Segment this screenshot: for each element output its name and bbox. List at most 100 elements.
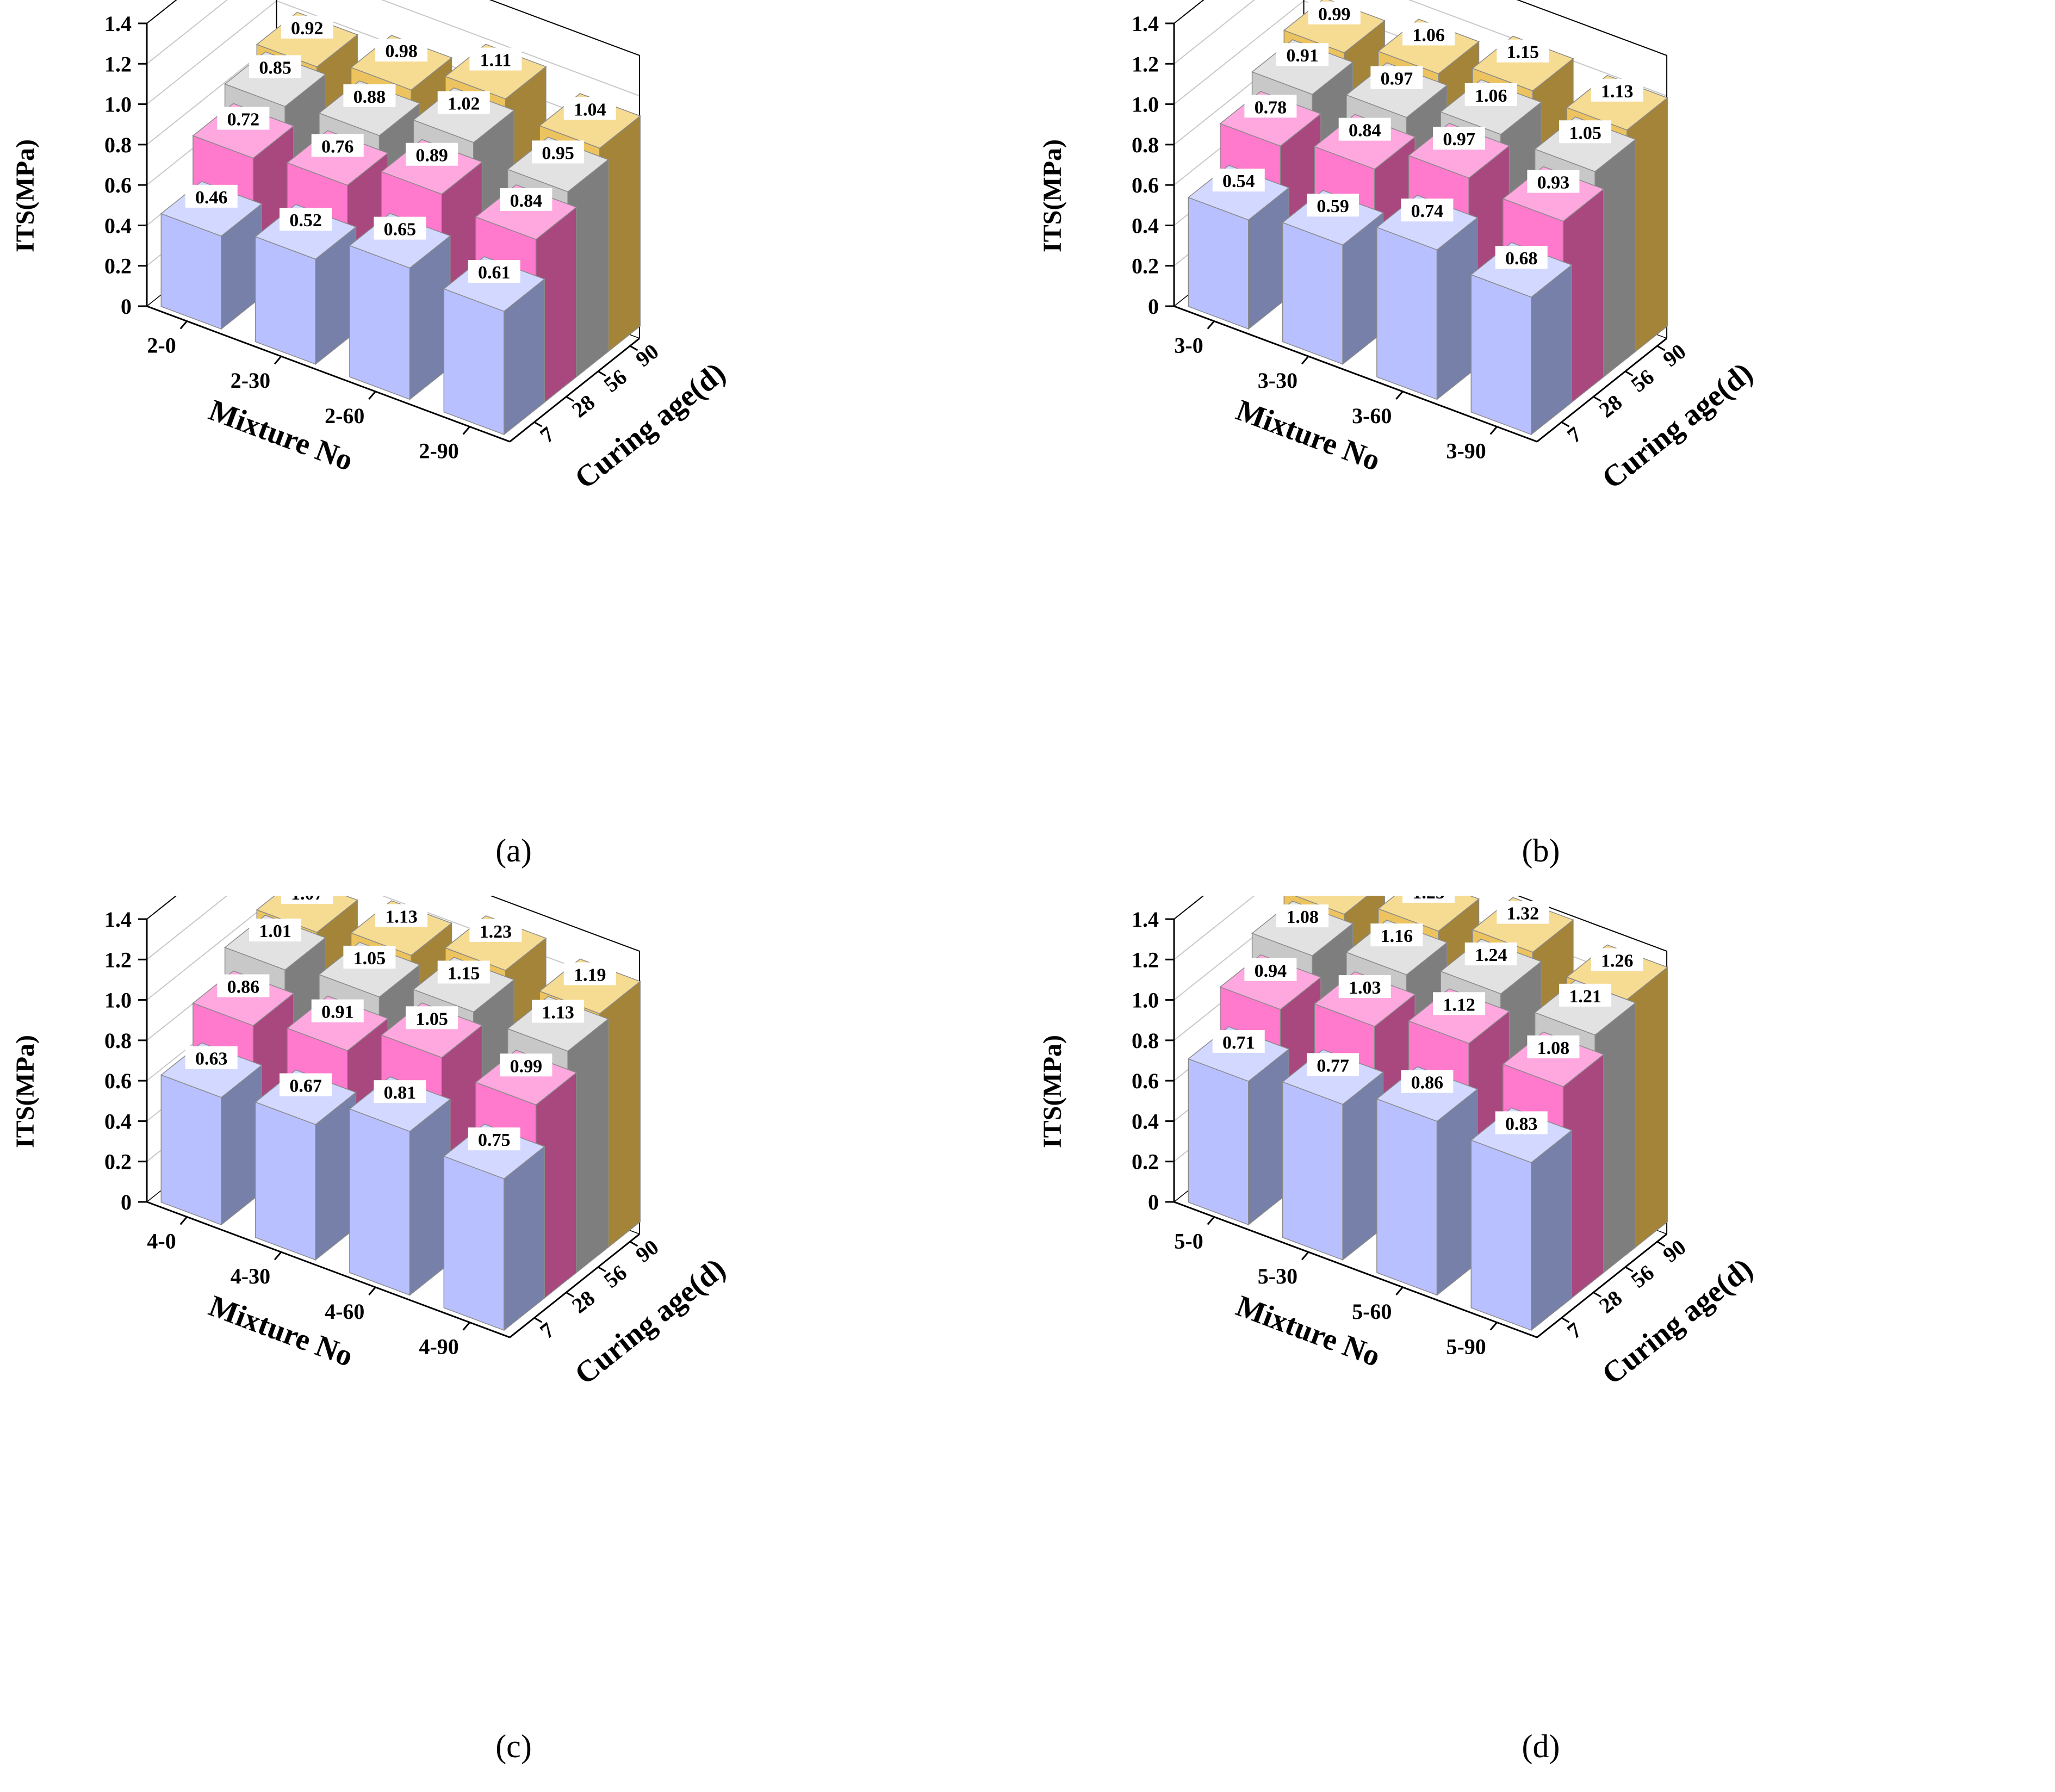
y-tick-label: 0.4 [1132,213,1159,238]
y-axis-title: ITS(MPa) [11,1035,40,1148]
z-tick [598,1266,606,1273]
data-label-bg [1401,199,1454,222]
y-tick-label: 1.4 [104,907,132,932]
data-label: 0.97 [1443,129,1475,150]
data-label: 0.75 [478,1130,511,1150]
data-label: 0.85 [259,58,291,78]
data-label-bg [217,107,270,130]
data-label: 0.52 [289,210,322,231]
data-label-bg [374,216,426,240]
bar-series-7-4-60: 0.81 [349,1076,451,1296]
data-label: 0.84 [510,191,543,211]
y-tick-label: 1.2 [1132,52,1159,76]
data-label: 0.89 [415,146,448,166]
bar-front [443,288,505,435]
data-label-bg [563,97,616,120]
x-tick-label: 3-0 [1174,333,1203,358]
data-label-bg [311,134,364,157]
x-tick-label: 5-0 [1174,1229,1203,1254]
data-label-bg [375,39,428,62]
bar-side [1531,1129,1572,1331]
y-tick-label: 0.6 [1132,173,1159,197]
data-label-bg [437,91,490,114]
chart-svg-d: 0 0.2 0.4 0.6 0.8 1.0 1.2 1.4 ITS(MPa) 1.16 1.25 1.… [1038,896,1759,1391]
bar-series-7-5-0: 0.71 [1187,1026,1290,1226]
x-tick [1301,1251,1309,1261]
side-wall-border [146,896,177,920]
data-label-bg [280,1073,332,1096]
data-label-bg [500,1053,552,1077]
x-tick [462,426,470,435]
data-label: 1.21 [1569,987,1601,1007]
data-label: 1.15 [448,963,480,983]
x-axis-line [1174,305,1538,443]
data-label-bg [468,260,520,283]
z-tick [533,421,543,427]
y-tick-label: 0.8 [104,1028,132,1053]
data-label: 0.46 [195,188,228,208]
data-label: 1.24 [1475,945,1507,965]
z-axis-title: Curing age(d) [568,356,731,496]
y-tick-label: 0.4 [1132,1109,1159,1133]
data-label: 0.88 [353,87,386,107]
data-label-bg [1433,992,1486,1015]
bar-series-7-3-30: 0.59 [1282,190,1385,365]
y-tick-label: 0.8 [104,133,132,157]
data-label: 1.11 [480,51,512,71]
data-label: 0.54 [1222,171,1255,191]
data-label-bg [249,55,302,78]
z-tick-label: 7 [1562,1318,1586,1344]
data-label: 1.13 [1601,82,1634,102]
bar-front [1282,1081,1343,1261]
x-tick [274,1251,282,1261]
bar-front [1188,1058,1249,1225]
data-label: 1.08 [1537,1038,1570,1058]
panel-label-d: (d) [1522,1728,1560,1764]
data-label-bg [1497,39,1549,63]
z-axis-line [1536,1233,1668,1338]
data-label-bg [1402,896,1455,903]
z-tick [598,370,606,377]
z-axis-title: Curing age(d) [1595,356,1759,496]
z-tick [566,396,574,402]
data-label: 1.07 [291,896,324,904]
data-label-bg [1591,948,1643,971]
z-tick-label: 90 [631,339,663,371]
bar-front [349,245,411,400]
chart-panel-c: 00.20.40.60.81.01.21.4ITS(MPa)1.071.131.… [0,896,1027,1791]
data-label: 1.19 [574,965,606,985]
data-label: 1.05 [1569,123,1601,143]
y-tick-label: 0.2 [1132,1150,1159,1174]
data-label: 0.93 [1537,173,1570,193]
data-label-bg [343,84,396,108]
chart-svg-a: 0 0.2 0.4 0.6 0.8 1.0 1.2 1.4 ITS(MPa) 0.92 0.98 1.… [11,0,732,496]
x-tick-label: 4-30 [231,1264,270,1288]
data-label-bg [469,47,522,71]
z-tick [1561,1317,1570,1323]
z-tick-label: 7 [535,422,558,448]
z-tick-label: 56 [599,364,631,397]
z-tick [533,1317,543,1323]
side-wall-border [146,0,177,24]
data-label-bg [1495,1111,1548,1134]
z-axis-line [509,337,641,443]
data-label: 1.32 [1507,904,1539,924]
data-label: 1.01 [259,921,291,941]
bar-series-7-2-60: 0.65 [349,213,451,400]
z-axis-title: Curing age(d) [568,1252,731,1392]
data-label-bg [281,15,333,39]
bar-series-7-3-60: 0.74 [1376,195,1479,400]
data-label-bg [281,896,333,904]
x-tick-label: 5-30 [1258,1264,1297,1288]
x-tick [1489,1322,1498,1331]
bar-front [443,1156,505,1331]
y-tick-label: 0.2 [104,254,132,278]
x-tick-label: 5-60 [1352,1299,1392,1324]
y-tick-label: 0.8 [1132,133,1159,157]
y-tick-label: 0.4 [104,213,132,238]
x-tick-label: 2-0 [147,333,176,358]
data-label-bg [1495,246,1548,269]
data-label-bg [468,1127,520,1151]
z-tick-label: 90 [1658,1235,1690,1267]
y-tick-label: 0.6 [104,173,132,197]
